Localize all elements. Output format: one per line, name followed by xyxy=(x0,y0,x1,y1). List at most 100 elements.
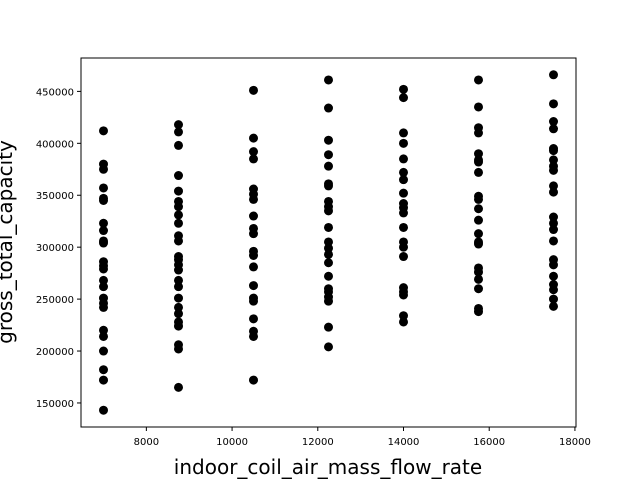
point xyxy=(249,154,258,164)
x-tick-label: 16000 xyxy=(473,437,505,448)
point xyxy=(549,146,558,156)
point xyxy=(399,138,408,148)
point xyxy=(474,194,483,204)
x-tick-label: 18000 xyxy=(559,437,591,448)
point xyxy=(99,405,108,415)
point xyxy=(249,147,258,157)
point xyxy=(324,206,333,216)
y-tick-label: 400000 xyxy=(36,139,74,150)
point xyxy=(549,225,558,235)
point xyxy=(174,218,183,228)
point xyxy=(99,302,108,312)
x-tick-label: 12000 xyxy=(302,437,334,448)
point xyxy=(324,296,333,306)
point xyxy=(549,218,558,228)
point xyxy=(99,264,108,274)
x-tick-label: 10000 xyxy=(216,437,248,448)
point xyxy=(324,322,333,332)
point xyxy=(99,346,108,356)
point xyxy=(474,128,483,138)
point xyxy=(174,382,183,392)
point xyxy=(474,75,483,85)
point xyxy=(399,154,408,164)
point xyxy=(324,237,333,247)
y-tick-label: 300000 xyxy=(36,243,74,254)
point xyxy=(174,186,183,196)
point xyxy=(549,271,558,281)
point xyxy=(549,301,558,311)
point xyxy=(99,218,108,228)
x-tick-label: 14000 xyxy=(388,437,420,448)
point xyxy=(399,317,408,327)
point xyxy=(174,302,183,312)
point xyxy=(399,167,408,177)
point xyxy=(549,187,558,197)
point xyxy=(99,365,108,375)
point xyxy=(99,183,108,193)
point xyxy=(249,133,258,143)
point xyxy=(549,70,558,80)
point xyxy=(174,236,183,246)
point xyxy=(549,155,558,165)
point xyxy=(324,243,333,253)
point xyxy=(399,311,408,321)
point xyxy=(474,204,483,214)
point xyxy=(549,236,558,246)
point xyxy=(474,284,483,294)
point xyxy=(99,226,108,236)
point xyxy=(324,135,333,145)
point xyxy=(324,222,333,232)
point xyxy=(399,208,408,218)
point xyxy=(474,102,483,112)
point xyxy=(549,124,558,134)
point xyxy=(399,175,408,185)
point xyxy=(99,282,108,292)
point xyxy=(174,321,183,331)
point xyxy=(99,275,108,285)
plot-frame xyxy=(80,57,577,428)
point xyxy=(324,161,333,171)
point xyxy=(474,274,483,284)
point xyxy=(399,222,408,232)
point xyxy=(324,249,333,259)
point xyxy=(324,271,333,281)
point xyxy=(399,252,408,262)
point xyxy=(399,128,408,138)
point xyxy=(474,239,483,249)
point xyxy=(174,293,183,303)
point xyxy=(174,344,183,354)
point xyxy=(474,267,483,277)
point xyxy=(174,282,183,292)
point xyxy=(549,99,558,109)
point xyxy=(249,281,258,291)
point xyxy=(399,93,408,103)
point xyxy=(549,117,558,127)
point xyxy=(324,75,333,85)
point xyxy=(249,375,258,385)
point xyxy=(549,212,558,222)
point xyxy=(549,165,558,175)
point xyxy=(174,202,183,212)
point xyxy=(174,120,183,130)
point xyxy=(399,290,408,300)
point xyxy=(174,127,183,137)
point xyxy=(249,314,258,324)
point xyxy=(324,181,333,191)
point xyxy=(99,238,108,248)
point xyxy=(474,307,483,317)
point xyxy=(474,215,483,225)
point xyxy=(399,188,408,198)
x-tick-label: 8000 xyxy=(134,437,159,448)
point xyxy=(174,309,183,319)
point xyxy=(549,181,558,191)
point xyxy=(174,265,183,275)
point xyxy=(474,229,483,239)
point xyxy=(399,84,408,94)
point xyxy=(249,229,258,239)
point xyxy=(249,250,258,260)
point xyxy=(474,167,483,177)
point xyxy=(249,296,258,306)
point xyxy=(249,194,258,204)
